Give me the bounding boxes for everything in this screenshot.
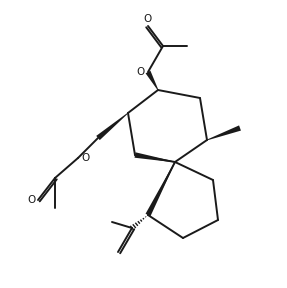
Polygon shape <box>146 162 175 216</box>
Polygon shape <box>96 113 128 140</box>
Text: O: O <box>144 14 152 24</box>
Text: O: O <box>137 67 145 77</box>
Text: O: O <box>81 153 89 163</box>
Polygon shape <box>135 152 175 162</box>
Polygon shape <box>207 125 241 140</box>
Polygon shape <box>146 71 158 90</box>
Text: O: O <box>28 195 36 205</box>
